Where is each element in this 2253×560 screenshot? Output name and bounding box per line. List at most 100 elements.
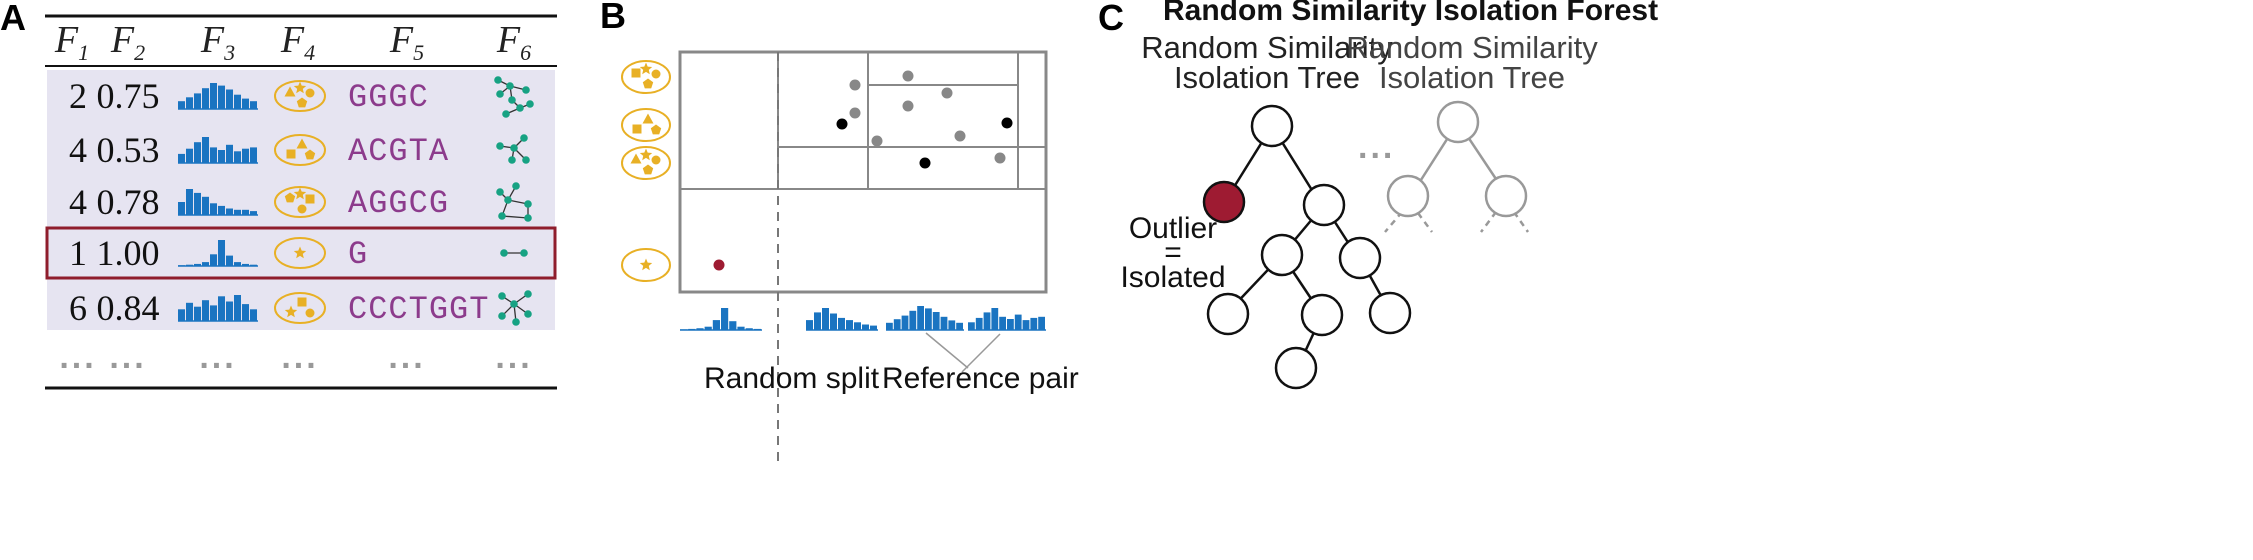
- square-shape-icon: [305, 194, 315, 204]
- cell-f3-histogram: [178, 240, 258, 267]
- histogram-bar: [901, 315, 909, 330]
- pentagon-shape-icon: [642, 164, 654, 175]
- histogram-bar: [250, 147, 257, 163]
- column-header-f1: F1: [54, 19, 89, 65]
- graph-node: [524, 214, 532, 222]
- tree1-node: [1260, 233, 1304, 277]
- cell-f3-histogram: [178, 189, 258, 216]
- pentagon-shape-icon: [650, 124, 662, 135]
- histogram-bar: [242, 263, 249, 266]
- ellipsis-cell: ...: [495, 338, 532, 376]
- histogram-bar: [218, 240, 225, 266]
- histogram-bar: [909, 310, 917, 330]
- column-header-f5: F5: [389, 19, 424, 65]
- histogram-bar: [991, 308, 999, 330]
- grey-point: [941, 87, 953, 99]
- star-shape-icon: [639, 62, 653, 75]
- table-headers: F1 F2 F3 F4 F5 F6: [54, 19, 531, 65]
- histogram-bar: [194, 263, 201, 266]
- circle-shape-icon: [651, 69, 661, 79]
- histogram-bar: [194, 192, 201, 215]
- ellipsis-cell: ...: [109, 338, 146, 376]
- table-row: 6 0.84 CCCTGGT: [69, 288, 532, 328]
- square-shape-icon: [286, 149, 296, 159]
- histogram-bar: [226, 255, 233, 266]
- histogram-bar: [234, 295, 241, 321]
- pentagon-shape-icon: [284, 192, 296, 203]
- cell-f5-sequence: AGGCG: [348, 185, 449, 222]
- histogram-bar: [186, 302, 193, 321]
- outlier-point: [713, 259, 725, 271]
- tree2-title-line1: Random Similarity: [1346, 30, 1598, 65]
- shape-set-column: [621, 60, 671, 282]
- tree1-node: [1300, 293, 1344, 337]
- cell-f1: 6: [69, 288, 87, 328]
- grey-point: [994, 152, 1006, 164]
- grey-point: [902, 70, 914, 82]
- graph-node: [500, 249, 508, 257]
- histogram-bar: [234, 209, 241, 215]
- column-header-base: F: [110, 19, 135, 61]
- histogram-bar: [218, 296, 225, 321]
- shape-set: [621, 60, 671, 94]
- column-header-f3: F3: [200, 19, 235, 65]
- circle-shape-icon: [305, 308, 315, 318]
- shape-set: [621, 108, 671, 142]
- cell-f4-shape-set: [274, 237, 326, 269]
- set-ellipse: [274, 80, 326, 112]
- histogram-bar: [886, 322, 893, 330]
- outlier-label-line2: =: [1164, 236, 1182, 269]
- cell-f5-sequence: ACGTA: [348, 133, 449, 170]
- graph-node: [504, 196, 512, 204]
- column-header-subscript: 3: [223, 40, 235, 65]
- table-row: 4 0.53 ACGTA: [69, 130, 530, 170]
- black-point: [1001, 117, 1013, 129]
- cell-f3-histogram: [178, 137, 258, 164]
- histogram-bar: [186, 97, 193, 109]
- graph-node: [512, 318, 520, 326]
- histogram-bar: [999, 316, 1006, 330]
- histogram-bar: [186, 148, 193, 163]
- tree1-root-node: [1250, 104, 1294, 148]
- histogram-bar: [194, 142, 201, 163]
- histogram-bar: [893, 319, 901, 330]
- panel-label-a: A: [0, 0, 26, 38]
- histogram-bar: [948, 320, 956, 330]
- graph-icon: [494, 76, 534, 118]
- table-ellipsis-row: ..................: [59, 338, 532, 376]
- outlier-row-highlight: [45, 226, 557, 280]
- cell-f1: 1: [69, 233, 87, 273]
- column-header-base: F: [280, 19, 305, 61]
- histogram-bar: [925, 308, 932, 330]
- column-header-base: F: [54, 19, 79, 61]
- cell-f5-sequence: CCCTGGT: [348, 291, 489, 328]
- ellipsis-cell: ...: [281, 338, 318, 376]
- histogram-bar: [250, 211, 257, 215]
- forest-ellipsis: ...: [1358, 128, 1395, 166]
- panel-label-c: C: [1098, 0, 1124, 38]
- histogram-bar: [242, 148, 249, 163]
- black-point: [919, 157, 931, 169]
- panel-label-b: B: [600, 0, 626, 36]
- table-row: 2 0.75 GGGC: [69, 76, 534, 118]
- graph-node: [496, 188, 504, 196]
- circle-shape-icon: [305, 88, 315, 98]
- tree1-title-line1: Random Similarity: [1141, 30, 1393, 65]
- tree2-node: [1484, 174, 1528, 218]
- histogram-bar: [218, 205, 225, 215]
- ellipsis-cell: ...: [59, 338, 96, 376]
- set-ellipse: [621, 146, 671, 180]
- graph-node: [524, 290, 532, 298]
- data-points: [713, 70, 1013, 271]
- histogram-bar: [704, 326, 712, 330]
- cell-f4-shape-set: [274, 292, 326, 324]
- histogram-bar: [932, 312, 940, 330]
- column-header-f6: F6: [496, 19, 531, 65]
- histogram-bar: [838, 317, 845, 330]
- histogram-bar: [729, 321, 737, 330]
- histogram-bar: [242, 304, 249, 321]
- tree1-node: [1206, 292, 1250, 336]
- table-row: 4 0.78 AGGCG: [69, 182, 532, 222]
- histogram-bar: [226, 144, 233, 163]
- histogram-bar: [862, 324, 869, 330]
